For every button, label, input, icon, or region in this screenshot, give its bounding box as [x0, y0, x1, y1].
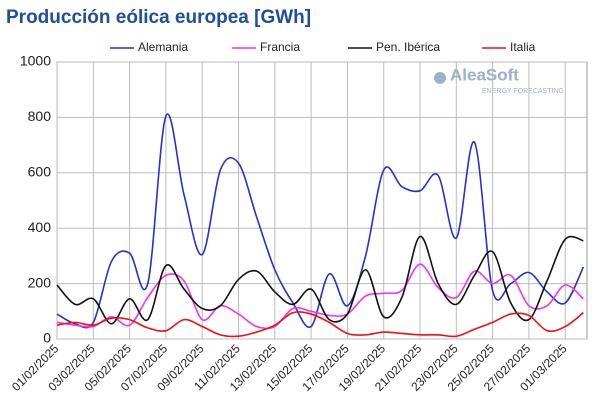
series-line	[56, 113, 585, 329]
chart-title: Producción eólica europea [GWh]	[6, 7, 311, 28]
y-tick-label: 200	[28, 274, 52, 290]
y-tick-label: 400	[28, 219, 52, 235]
y-tick-label: 600	[28, 164, 52, 180]
y-tick-label: 1000	[20, 53, 51, 69]
plot-frame	[56, 61, 588, 340]
legend-item: Francia	[232, 40, 300, 54]
legend-item: Alemania	[110, 40, 188, 54]
series-line	[56, 263, 584, 330]
logo-name: AleaSoft	[450, 65, 519, 84]
legend-label: Pen. Ibérica	[376, 40, 440, 54]
series-line	[56, 311, 584, 338]
legend-item: Italia	[482, 40, 536, 54]
legend-label: Alemania	[138, 40, 188, 54]
series-line	[56, 235, 584, 325]
legend-label: Francia	[260, 40, 300, 54]
y-tick-label: 800	[28, 108, 52, 124]
legend-item: Pen. Ibérica	[348, 40, 440, 54]
logo: AleaSoft ENERGY FORECASTING	[434, 65, 564, 95]
logo-tagline: ENERGY FORECASTING	[482, 88, 564, 95]
legend-label: Italia	[510, 40, 536, 54]
logo-icon	[434, 72, 446, 84]
y-tick-label: 0	[43, 330, 51, 346]
